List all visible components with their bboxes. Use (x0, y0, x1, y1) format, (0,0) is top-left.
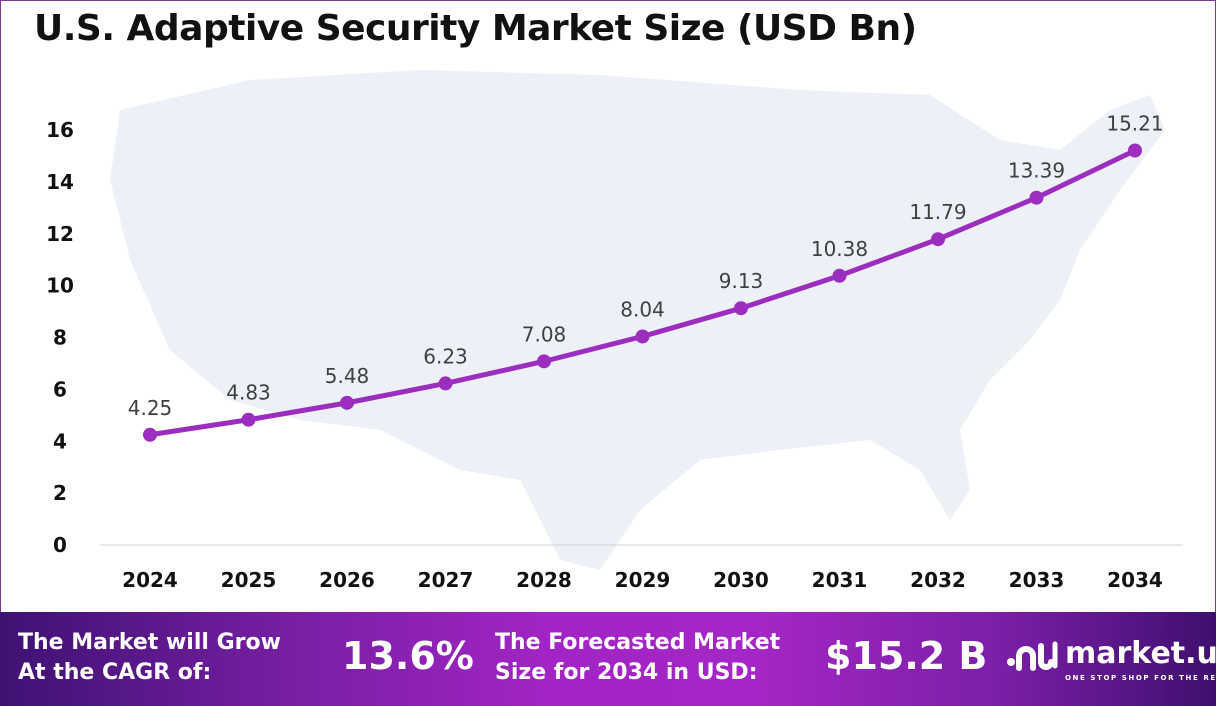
x-tick-label: 2034 (1107, 568, 1163, 592)
data-label: 4.25 (128, 396, 173, 420)
y-tick-label: 16 (46, 118, 74, 142)
data-point (635, 329, 650, 344)
y-tick-label: 4 (53, 429, 67, 453)
forecast-label: The Forecasted Market Size for 2034 in U… (495, 630, 781, 685)
data-label: 4.83 (226, 381, 271, 405)
forecast-value: $15.2 B (825, 634, 988, 678)
logo-name: market.us (1065, 636, 1216, 671)
data-label: 8.04 (620, 297, 665, 321)
data-point (241, 412, 256, 427)
data-label: 7.08 (522, 322, 567, 346)
data-point (1128, 143, 1142, 158)
data-label: 10.38 (811, 237, 868, 261)
data-point (1029, 190, 1044, 205)
us-map-background (110, 70, 1165, 570)
y-tick-label: 12 (46, 222, 74, 246)
x-tick-label: 2024 (122, 568, 178, 592)
cagr-label: The Market will Grow At the CAGR of: (18, 630, 281, 685)
data-label: 11.79 (909, 200, 966, 224)
x-tick-label: 2026 (319, 568, 375, 592)
x-tick-label: 2028 (516, 568, 572, 592)
data-point (143, 427, 157, 442)
summary-banner: The Market will Grow At the CAGR of: 13.… (0, 612, 1216, 706)
data-point (438, 376, 453, 391)
y-tick-label: 0 (53, 533, 67, 557)
data-point (931, 232, 945, 247)
x-tick-label: 2025 (221, 568, 277, 592)
logo-mark-icon (1007, 641, 1058, 671)
x-tick-label: 2030 (713, 568, 769, 592)
data-label: 15.21 (1106, 111, 1163, 135)
x-tick-label: 2031 (812, 568, 868, 592)
x-tick-label: 2029 (615, 568, 671, 592)
data-point (734, 301, 748, 316)
y-tick-label: 2 (53, 481, 67, 505)
data-label: 13.39 (1008, 159, 1065, 183)
data-point (832, 268, 847, 283)
y-tick-label: 8 (53, 326, 67, 350)
chart-title: U.S. Adaptive Security Market Size (USD … (34, 8, 917, 49)
data-point (537, 354, 551, 369)
market-us-logo: market.us ONE STOP SHOP FOR THE REPORTS (1005, 636, 1216, 682)
y-tick-label: 6 (53, 377, 67, 401)
logo-tagline: ONE STOP SHOP FOR THE REPORTS (1065, 674, 1216, 682)
data-point (340, 395, 354, 410)
x-tick-label: 2033 (1009, 568, 1065, 592)
data-label: 5.48 (325, 364, 370, 388)
x-tick-label: 2027 (418, 568, 474, 592)
data-label: 6.23 (423, 344, 468, 368)
data-label: 9.13 (719, 269, 764, 293)
y-tick-label: 14 (46, 170, 74, 194)
cagr-value: 13.6% (342, 634, 474, 678)
line-chart: 0 2 4 6 8 10 12 14 16 2024 2025 2026 2027 2028 2029 20… (46, 70, 1183, 592)
y-tick-label: 10 (46, 274, 74, 298)
x-tick-label: 2032 (910, 568, 966, 592)
